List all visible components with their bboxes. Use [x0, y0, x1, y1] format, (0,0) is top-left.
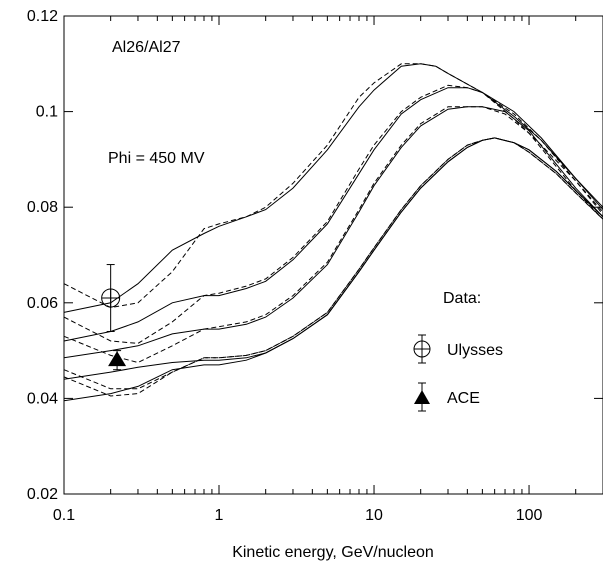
curve-10-dashed — [63, 137, 603, 397]
axis-ticks — [63, 15, 603, 495]
data-points — [101, 264, 127, 371]
curve-2-dashed — [63, 63, 603, 309]
curve-4-dashed — [63, 84, 603, 344]
y-tick-label: 0.06 — [27, 295, 58, 312]
curve-5-solid — [63, 106, 603, 359]
legend-title: Data: — [443, 290, 481, 307]
x-tick-label: 1 — [215, 507, 224, 524]
curve-9-solid — [63, 137, 603, 402]
y-tick-label: 0.12 — [27, 8, 58, 25]
legend-label-ulysses: Ulysses — [447, 342, 503, 359]
y-tick-label: 0.08 — [27, 199, 58, 216]
plot-frame — [63, 15, 603, 495]
y-tick-label: 0.02 — [27, 486, 58, 503]
x-tick-label: 0.1 — [53, 507, 75, 524]
y-tick-label: 0.1 — [36, 104, 58, 121]
x-tick-label: 10 — [365, 507, 383, 524]
data-point-ace — [108, 350, 127, 371]
curve-8-dashed — [63, 137, 603, 390]
data-point-ulysses — [101, 264, 121, 332]
model-curves — [63, 63, 603, 402]
y-tick-label: 0.04 — [27, 390, 58, 407]
curve-6-dashed — [63, 106, 603, 364]
legend: Data: Ulysses ACE — [413, 290, 503, 412]
legend-marker-ace — [414, 382, 430, 412]
x-axis-label: Kinetic energy, GeV/nucleon — [232, 544, 434, 561]
annotation-modulation: Phi = 450 MV — [108, 150, 205, 167]
curve-3-solid — [63, 87, 603, 342]
legend-label-ace: ACE — [447, 390, 480, 407]
annotation-isotope-ratio: Al26/Al27 — [112, 39, 181, 56]
x-tick-label: 100 — [516, 507, 543, 524]
axis-tick-labels: 0.02 0.04 0.06 0.08 0.1 0.12 0.1 1 10 100 — [27, 8, 543, 524]
legend-marker-ulysses — [413, 334, 431, 364]
curve-1-solid — [63, 63, 603, 313]
